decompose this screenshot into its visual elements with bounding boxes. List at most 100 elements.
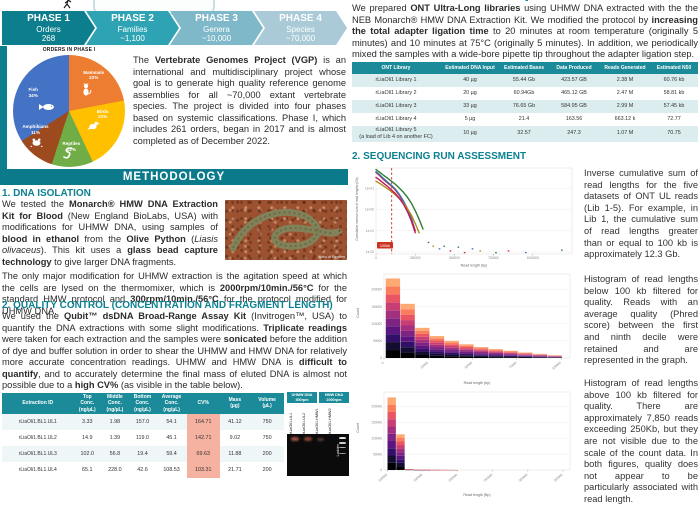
svg-text:350000: 350000 xyxy=(553,473,564,483)
phase-label: Genera xyxy=(170,25,263,34)
svg-text:0: 0 xyxy=(375,256,377,260)
table-cell: 5 µg xyxy=(440,113,500,126)
library-prep-paragraph: We prepared ONT Ultra-Long libraries usi… xyxy=(352,3,698,61)
histogram-above-caption: Histogram of read lengths above 100 kb f… xyxy=(584,378,698,506)
gel-image-panel: UHMW DNA 300rpm HMW DNA 2000rpm rLiaOli1… xyxy=(287,392,349,476)
svg-text:0: 0 xyxy=(380,356,382,360)
svg-text:50000: 50000 xyxy=(464,361,474,370)
svg-text:Read length (bp): Read length (bp) xyxy=(464,381,491,385)
phase-label: Species xyxy=(254,25,347,34)
gel-header-uhmw: UHMW DNA 300rpm xyxy=(287,392,317,403)
table-cell: 10 µg xyxy=(440,126,500,142)
svg-text:1000000: 1000000 xyxy=(527,256,540,260)
phase-value: ~10,000 xyxy=(170,34,263,43)
table-cell: 76.65 Gb xyxy=(500,100,548,113)
gel-lane-labels: rLiaOli1.UL1 rLiaOli1.UL2 rLiaOli1.HMW1 … xyxy=(287,403,349,434)
table-cell: 57.45 kb xyxy=(650,100,698,113)
phase-name: PHASE 1 xyxy=(2,13,95,25)
phase-value: ~70,000 xyxy=(254,34,347,43)
table-cell: 59.4 xyxy=(156,446,187,462)
table-cell: rLiaOli1.BL1.UL2 xyxy=(2,430,74,446)
table-cell: 33 µg xyxy=(440,100,500,113)
svg-text:0: 0 xyxy=(381,361,385,365)
table-cell: 45.1 xyxy=(156,430,187,446)
table-cell: 1.07 M xyxy=(600,126,650,142)
column-header: Reads Generated xyxy=(600,62,650,74)
table-cell: 465.12 GB xyxy=(548,87,600,100)
table-cell: 40 µg xyxy=(440,74,500,87)
section-heading-sequencing-run: 2. SEQUENCING RUN ASSESSMENT xyxy=(352,151,526,162)
svg-text:1e-01: 1e-01 xyxy=(366,229,374,233)
column-header: Estimated DNA Input xyxy=(440,62,500,74)
lane-label: rLiaOli1.HMW2 xyxy=(329,403,342,434)
svg-text:75000: 75000 xyxy=(508,361,518,370)
quality-control-paragraph: We used the Qubit™ dsDNA Broad-Range Ass… xyxy=(2,311,347,392)
svg-text:100000: 100000 xyxy=(371,436,382,440)
svg-text:500000: 500000 xyxy=(449,256,460,260)
svg-text:200000: 200000 xyxy=(448,473,459,483)
table-cell: 32.57 xyxy=(500,126,548,142)
svg-text:200000: 200000 xyxy=(371,288,382,292)
table-cell: 9.02 xyxy=(220,430,251,446)
table-cell: rLiaOli1 Library 1 xyxy=(352,74,440,87)
svg-text:750000: 750000 xyxy=(488,256,499,260)
table-cell: 54.1 xyxy=(156,414,187,430)
column-header: Bottom Conc. (ng/µL) xyxy=(129,393,157,414)
phase-label: Orders xyxy=(2,25,95,34)
column-header: Average Conc. (ng/µL) xyxy=(156,393,187,414)
table-cell: 60.94Gb xyxy=(500,87,548,100)
gel-header-hmw: HMW DNA 2000rpm xyxy=(319,392,349,403)
svg-text:100000: 100000 xyxy=(551,361,562,371)
table-cell: rLiaOli1.BL1.UL1 xyxy=(2,414,74,430)
table-cell: 69.63 xyxy=(187,446,220,462)
svg-text:100000: 100000 xyxy=(371,322,382,326)
bird-icon xyxy=(87,120,100,131)
phase-3-chevron: PHASE 3 Genera ~10,000 xyxy=(170,11,263,45)
svg-text:150000: 150000 xyxy=(371,305,382,309)
phase-name: PHASE 3 xyxy=(170,13,263,25)
table-cell: 1.98 xyxy=(101,414,129,430)
table-cell: 41.12 xyxy=(220,414,251,430)
column-header: Extraction ID xyxy=(2,393,74,414)
column-header: Mass (µg) xyxy=(220,393,251,414)
table-cell: 56.8 xyxy=(101,446,129,462)
svg-text:200000: 200000 xyxy=(371,405,382,409)
fish-icon xyxy=(38,102,56,112)
table-cell: 2.47 M xyxy=(600,87,650,100)
table-cell: 72.77 xyxy=(650,113,698,126)
table-cell: rLiaOli1.BL1.UL3 xyxy=(2,446,74,462)
ladder-label: Ladder xyxy=(335,444,340,456)
table-cell: 11.88 xyxy=(220,446,251,462)
column-header: Middle Conc. (ng/µL) xyxy=(101,393,129,414)
svg-text:100kb: 100kb xyxy=(380,244,390,248)
walking-person-icon xyxy=(61,0,75,10)
table-cell: 163.56 xyxy=(548,113,600,126)
section-heading-library-prep-cut: 3. LIBRARY PREPARATION AND SEQUENCING ST… xyxy=(352,0,698,2)
section-heading-dna-isolation: 1. DNA ISOLATION xyxy=(2,188,91,199)
phase-name: PHASE 2 xyxy=(86,13,179,25)
photo-credit: World of Reptiles xyxy=(318,255,345,259)
table-cell: 750 xyxy=(250,430,284,446)
table-cell: rLiaOli1 Library 3 xyxy=(352,100,440,113)
table-cell: 164.71 xyxy=(187,414,220,430)
phase-label: Families xyxy=(86,25,179,34)
table-cell: 14.9 xyxy=(74,430,102,446)
svg-text:0: 0 xyxy=(380,468,382,472)
table-cell: 157.0 xyxy=(129,414,157,430)
table-cell: 247.3 xyxy=(548,126,600,142)
table-cell: 58.81 kb xyxy=(650,87,698,100)
svg-text:25000: 25000 xyxy=(420,361,430,370)
svg-text:150000: 150000 xyxy=(371,420,382,424)
svg-text:Count: Count xyxy=(356,423,360,433)
amphibian-icon xyxy=(30,137,43,147)
table-cell: 60.76 kb xyxy=(650,74,698,87)
